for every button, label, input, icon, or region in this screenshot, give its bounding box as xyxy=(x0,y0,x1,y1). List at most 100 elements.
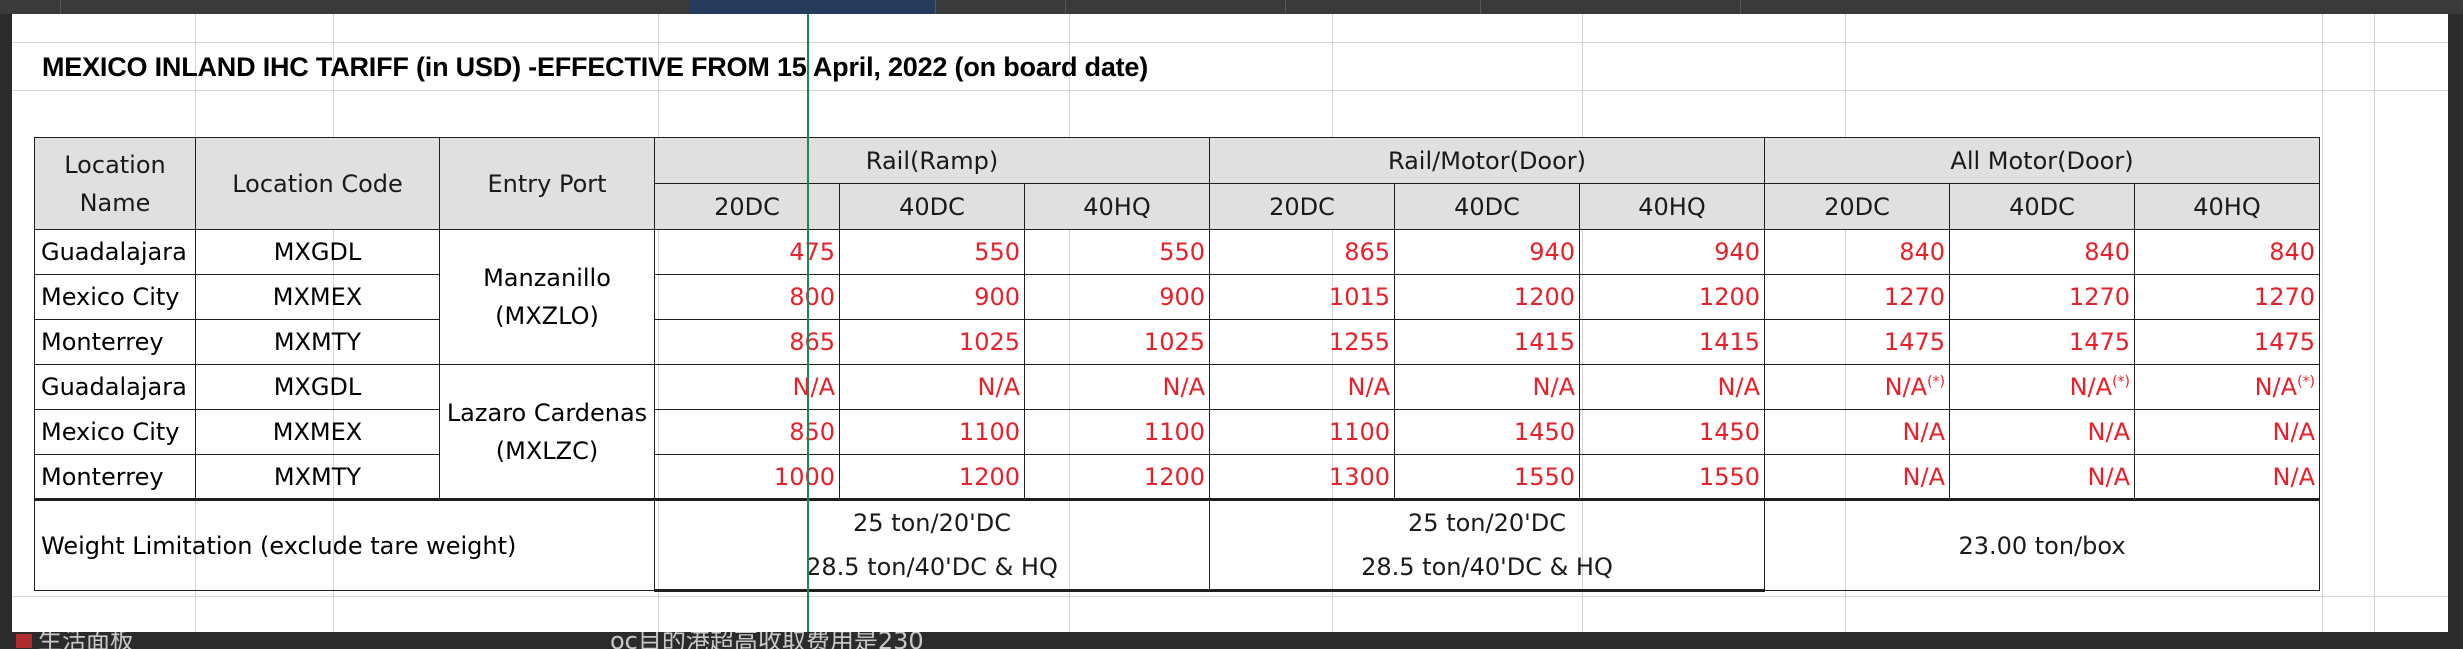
background-chat-text: oc目的港超高收取费用是230 xyxy=(610,632,924,649)
tariff-value-cell[interactable]: 475 xyxy=(654,229,840,275)
column-cell xyxy=(1285,0,1481,14)
location-code-cell: MXMTY xyxy=(195,454,440,500)
tariff-value-cell[interactable]: N/A xyxy=(1579,364,1765,410)
footnote-marker: (*) xyxy=(2112,374,2130,390)
tariff-value: 1025 xyxy=(958,328,1020,356)
tariff-value-cell[interactable]: N/A xyxy=(1024,364,1210,410)
tariff-value-cell[interactable]: 1200 xyxy=(1024,454,1210,500)
tariff-value-cell[interactable]: 1270 xyxy=(2134,274,2320,320)
tariff-value-cell[interactable]: N/A xyxy=(654,364,840,410)
tariff-value-cell[interactable]: 840 xyxy=(2134,229,2320,275)
tariff-value-cell[interactable]: N/A xyxy=(1949,409,2135,455)
tariff-value: N/A xyxy=(2272,418,2315,446)
tariff-value-cell[interactable]: 865 xyxy=(1209,229,1395,275)
table-row: Guadalajara MXGDL Lazaro Cardenas (MXLZC) N/… xyxy=(34,364,2320,500)
tariff-value-cell[interactable]: 1200 xyxy=(839,454,1025,500)
weight-limit-label: Weight Limitation (exclude tare weight) xyxy=(34,498,655,591)
tariff-value-cell[interactable]: 1255 xyxy=(1209,319,1395,365)
tariff-value-cell[interactable]: N/A xyxy=(839,364,1025,410)
tariff-value-cell[interactable]: N/A(*) xyxy=(1764,364,1950,410)
tariff-value-cell[interactable]: 1000 xyxy=(654,454,840,500)
tariff-value-cell[interactable]: N/A xyxy=(1764,454,1950,500)
grid-line xyxy=(12,42,2448,43)
tariff-value-cell[interactable]: N/A(*) xyxy=(1949,364,2135,410)
table-row: Mexico City MXMEX 850 1100 1100 1100 1450 1450 N… xyxy=(34,409,2320,455)
tariff-value-cell[interactable]: 1025 xyxy=(839,319,1025,365)
tariff-value: 865 xyxy=(789,328,835,356)
tariff-value: 1550 xyxy=(1513,462,1575,491)
tariff-value-cell[interactable]: 1300 xyxy=(1209,454,1395,500)
tariff-value-cell[interactable]: 1550 xyxy=(1579,454,1765,500)
tariff-value-cell[interactable]: 900 xyxy=(839,274,1025,320)
tariff-value-cell[interactable]: 1550 xyxy=(1394,454,1580,500)
tariff-value: 840 xyxy=(2269,238,2315,266)
tariff-value-cell[interactable]: 1415 xyxy=(1579,319,1765,365)
tariff-value-cell[interactable]: 1100 xyxy=(1209,409,1395,455)
header-location-code: Location Code xyxy=(195,137,440,230)
tariff-value-cell[interactable]: N/A xyxy=(2134,409,2320,455)
tariff-value-cell[interactable]: 1450 xyxy=(1579,409,1765,455)
table-row: Mexico City MXMEX 800 900 900 1015 1200 1200 127… xyxy=(34,274,2320,320)
header-size: 20DC xyxy=(1764,183,1950,230)
tariff-value-cell[interactable]: 1200 xyxy=(1579,274,1765,320)
tariff-value: 1025 xyxy=(1143,328,1205,356)
location-name-cell: Monterrey xyxy=(34,319,196,365)
header-size: 40HQ xyxy=(2134,183,2320,230)
location-name-cell: Guadalajara xyxy=(34,364,196,410)
column-cell xyxy=(0,0,61,14)
tariff-value: 1450 xyxy=(1698,418,1760,446)
tariff-rows: Guadalajara MXGDL Manzanillo (MXZLO) 475 550 5… xyxy=(34,229,2320,500)
tariff-value-cell[interactable]: 1475 xyxy=(1764,319,1950,365)
tariff-value-cell[interactable]: 550 xyxy=(1024,229,1210,275)
entry-port-code: (MXLZC) xyxy=(495,436,599,465)
location-code-cell: MXMTY xyxy=(195,319,440,365)
tariff-value-cell[interactable]: N/A xyxy=(1949,454,2135,500)
header-group-all-motor: All Motor(Door) xyxy=(1764,137,2320,184)
tariff-value-cell[interactable]: 900 xyxy=(1024,274,1210,320)
tariff-value-cell[interactable]: 865 xyxy=(654,319,840,365)
location-name-cell: Mexico City xyxy=(34,409,196,455)
tariff-value-cell[interactable]: N/A xyxy=(1764,409,1950,455)
location-code-cell: MXMEX xyxy=(195,409,440,455)
tariff-value-cell[interactable]: 1100 xyxy=(1024,409,1210,455)
location-code-cell: MXGDL xyxy=(195,229,440,275)
tariff-value-cell[interactable]: 1270 xyxy=(1764,274,1950,320)
tariff-value: 1475 xyxy=(2253,328,2315,356)
header-size: 40DC xyxy=(1394,183,1580,230)
tariff-value-cell[interactable]: 1200 xyxy=(1394,274,1580,320)
tariff-value: N/A xyxy=(2069,373,2113,401)
tariff-value: 1100 xyxy=(958,418,1020,446)
tariff-value-cell[interactable]: N/A xyxy=(1209,364,1395,410)
tariff-value-cell[interactable]: 1475 xyxy=(1949,319,2135,365)
tariff-value-cell[interactable]: N/A(*) xyxy=(2134,364,2320,410)
tariff-value: 1450 xyxy=(1513,418,1575,446)
tariff-value-cell[interactable]: 940 xyxy=(1579,229,1765,275)
footnote-marker: (*) xyxy=(1927,374,1945,390)
tariff-value: 1100 xyxy=(1143,418,1205,446)
tariff-value-cell[interactable]: 1100 xyxy=(839,409,1025,455)
tariff-value-cell[interactable]: 1025 xyxy=(1024,319,1210,365)
tariff-value: N/A xyxy=(2087,462,2130,491)
tariff-value-cell[interactable]: 1270 xyxy=(1949,274,2135,320)
tariff-value-cell[interactable]: 1475 xyxy=(2134,319,2320,365)
tariff-value-cell[interactable]: 940 xyxy=(1394,229,1580,275)
app-flag-icon xyxy=(16,634,32,648)
tariff-value-cell[interactable]: 850 xyxy=(654,409,840,455)
tariff-value: 1475 xyxy=(2068,328,2130,356)
tariff-value-cell[interactable]: 800 xyxy=(654,274,840,320)
tariff-value-cell[interactable]: 1415 xyxy=(1394,319,1580,365)
column-cell xyxy=(1480,0,1741,14)
tariff-value-cell[interactable]: 1015 xyxy=(1209,274,1395,320)
tariff-value-cell[interactable]: N/A xyxy=(2134,454,2320,500)
weight-all-motor: 23.00 ton/box xyxy=(1764,498,2320,591)
tariff-value-cell[interactable]: 1450 xyxy=(1394,409,1580,455)
spreadsheet-canvas[interactable]: MEXICO INLAND IHC TARIFF (in USD) -EFFEC… xyxy=(12,14,2448,632)
tariff-value-cell[interactable]: 840 xyxy=(1949,229,2135,275)
tariff-value: 900 xyxy=(974,283,1020,311)
tariff-value: 1550 xyxy=(1698,462,1760,491)
tariff-value-cell[interactable]: 840 xyxy=(1764,229,1950,275)
tariff-value: 940 xyxy=(1529,238,1575,266)
tariff-value: N/A xyxy=(1902,462,1945,491)
tariff-value-cell[interactable]: N/A xyxy=(1394,364,1580,410)
tariff-value-cell[interactable]: 550 xyxy=(839,229,1025,275)
